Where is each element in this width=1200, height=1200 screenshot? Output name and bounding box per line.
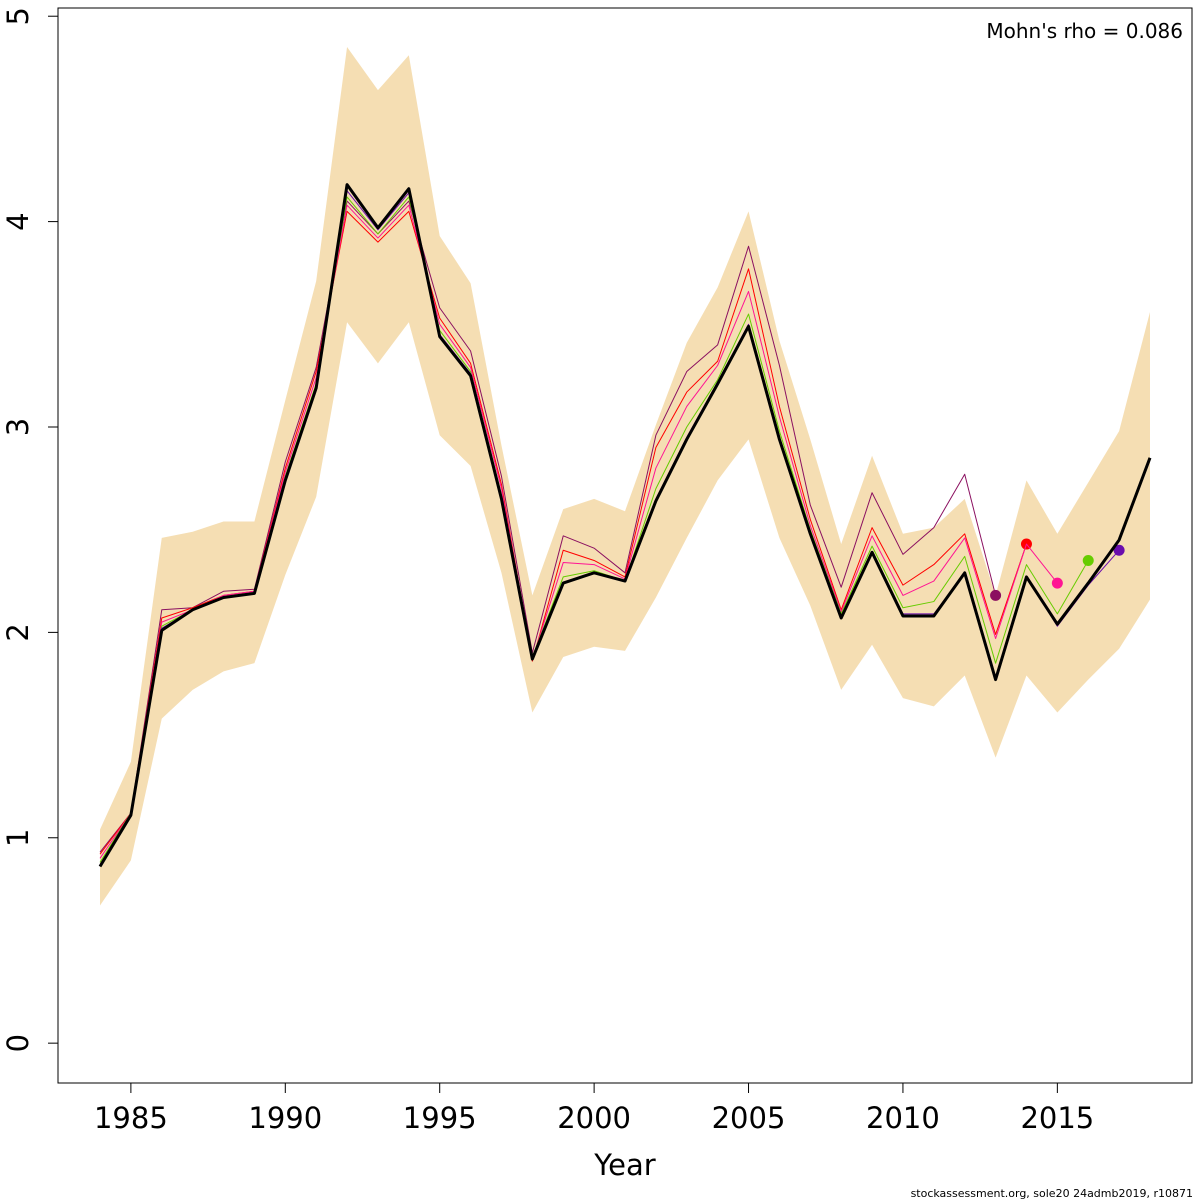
terminal-point: [1082, 554, 1094, 566]
terminal-point: [1113, 544, 1125, 556]
x-tick-label: 2005: [712, 1101, 786, 1135]
x-tick-label: 2015: [1020, 1101, 1094, 1135]
y-tick-label: 1: [1, 829, 35, 847]
annotation: Mohn's rho = 0.086: [986, 19, 1183, 43]
x-axis-label: Year: [593, 1148, 655, 1182]
x-tick-label: 1995: [403, 1101, 477, 1135]
footer: stockassessment.org, sole20 24admb2019, …: [911, 1187, 1193, 1200]
y-tick-label: 3: [1, 418, 35, 436]
terminal-point: [1051, 577, 1063, 589]
base-line: [98, 183, 1152, 868]
y-tick-label: 0: [1, 1034, 35, 1052]
y-tick-label: 5: [1, 7, 35, 25]
x-tick-label: 2010: [866, 1101, 940, 1135]
retro-line: [99, 200, 997, 853]
confidence-band: [100, 47, 1150, 906]
y-tick-label: 4: [1, 212, 35, 230]
x-tick-label: 1990: [248, 1101, 322, 1135]
plot-area: [98, 47, 1152, 906]
y-tick-label: 2: [1, 623, 35, 641]
terminal-point: [990, 589, 1002, 601]
plot-frame: [57, 7, 1193, 1084]
x-tick-label: 2000: [557, 1101, 631, 1135]
x-tick-label: 1985: [94, 1101, 168, 1135]
